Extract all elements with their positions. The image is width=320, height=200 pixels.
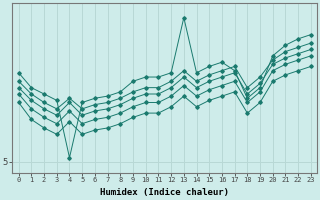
X-axis label: Humidex (Indice chaleur): Humidex (Indice chaleur) xyxy=(100,188,229,197)
